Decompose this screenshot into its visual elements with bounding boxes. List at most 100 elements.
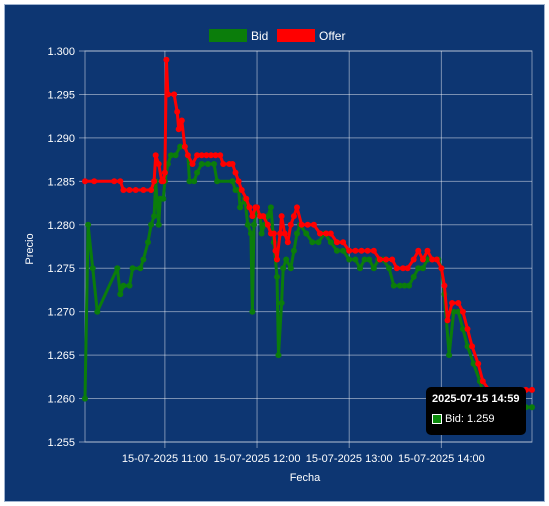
data-point-bid[interactable] bbox=[415, 265, 422, 272]
data-point-bid[interactable] bbox=[361, 256, 368, 263]
data-point-offer[interactable] bbox=[433, 256, 440, 263]
data-point-offer[interactable] bbox=[220, 161, 227, 167]
data-point-offer[interactable] bbox=[327, 230, 334, 237]
data-point-bid[interactable] bbox=[274, 273, 280, 280]
data-point-offer[interactable] bbox=[117, 178, 124, 185]
data-point-offer[interactable] bbox=[235, 178, 242, 185]
data-point-bid[interactable] bbox=[140, 256, 147, 263]
data-point-offer[interactable] bbox=[449, 300, 456, 306]
data-point-offer[interactable] bbox=[400, 265, 406, 272]
legend-bid-label[interactable]: Bid bbox=[251, 29, 268, 43]
data-point-offer[interactable] bbox=[284, 239, 291, 246]
data-point-offer[interactable] bbox=[132, 187, 139, 193]
data-point-bid[interactable] bbox=[264, 213, 271, 220]
data-point-bid[interactable] bbox=[280, 265, 287, 272]
data-point-offer[interactable] bbox=[455, 300, 462, 306]
data-point-offer[interactable] bbox=[184, 152, 191, 159]
data-point-bid[interactable] bbox=[396, 282, 403, 289]
data-point-bid[interactable] bbox=[340, 247, 347, 254]
legend-bid-swatch[interactable] bbox=[209, 29, 247, 42]
data-point-offer[interactable] bbox=[212, 152, 219, 159]
data-point-bid[interactable] bbox=[251, 221, 257, 228]
data-point-bid[interactable] bbox=[168, 152, 174, 159]
data-point-bid[interactable] bbox=[406, 282, 413, 289]
data-point-bid[interactable] bbox=[211, 161, 217, 167]
data-point-offer[interactable] bbox=[383, 256, 390, 263]
data-point-offer[interactable] bbox=[254, 204, 260, 211]
legend[interactable]: Bid Offer bbox=[209, 29, 345, 43]
data-point-offer[interactable] bbox=[203, 152, 210, 159]
data-point-offer[interactable] bbox=[376, 256, 383, 263]
data-point-offer[interactable] bbox=[370, 247, 377, 254]
data-point-bid[interactable] bbox=[283, 256, 290, 263]
data-point-bid[interactable] bbox=[446, 352, 453, 359]
data-point-offer[interactable] bbox=[160, 178, 167, 185]
data-point-bid[interactable] bbox=[352, 256, 359, 263]
data-point-offer[interactable] bbox=[260, 213, 267, 220]
data-point-offer[interactable] bbox=[198, 152, 205, 159]
data-point-bid[interactable] bbox=[357, 265, 363, 272]
data-point-offer[interactable] bbox=[164, 91, 171, 98]
data-point-bid[interactable] bbox=[94, 308, 101, 315]
data-point-offer[interactable] bbox=[323, 230, 330, 237]
data-point-offer[interactable] bbox=[208, 152, 214, 159]
data-point-bid[interactable] bbox=[333, 247, 340, 254]
data-point-offer[interactable] bbox=[277, 230, 284, 237]
data-point-bid[interactable] bbox=[117, 291, 124, 298]
data-point-bid[interactable] bbox=[370, 265, 377, 272]
data-point-bid[interactable] bbox=[172, 152, 179, 159]
data-point-offer[interactable] bbox=[317, 230, 323, 237]
data-point-offer[interactable] bbox=[281, 230, 288, 237]
data-point-bid[interactable] bbox=[237, 204, 244, 211]
data-point-bid[interactable] bbox=[137, 265, 144, 272]
data-point-bid[interactable] bbox=[89, 265, 96, 272]
data-point-bid[interactable] bbox=[287, 265, 294, 272]
data-point-offer[interactable] bbox=[410, 256, 417, 263]
data-point-offer[interactable] bbox=[232, 169, 239, 176]
data-point-offer[interactable] bbox=[424, 247, 431, 254]
data-point-bid[interactable] bbox=[129, 265, 136, 272]
data-point-bid[interactable] bbox=[419, 265, 426, 272]
data-point-bid[interactable] bbox=[459, 326, 466, 332]
data-point-offer[interactable] bbox=[243, 195, 250, 202]
data-point-bid[interactable] bbox=[244, 221, 251, 228]
data-point-bid[interactable] bbox=[177, 143, 184, 150]
data-point-bid[interactable] bbox=[294, 230, 300, 237]
data-point-offer[interactable] bbox=[429, 256, 436, 263]
data-point-offer[interactable] bbox=[464, 326, 471, 332]
data-point-offer[interactable] bbox=[264, 221, 271, 228]
data-point-bid[interactable] bbox=[258, 230, 265, 237]
data-point-offer[interactable] bbox=[181, 143, 188, 150]
data-point-bid[interactable] bbox=[410, 273, 417, 280]
data-point-bid[interactable] bbox=[346, 256, 353, 263]
data-point-offer[interactable] bbox=[415, 247, 422, 254]
data-point-offer[interactable] bbox=[419, 256, 426, 263]
data-point-offer[interactable] bbox=[174, 108, 181, 115]
data-point-offer[interactable] bbox=[364, 247, 371, 254]
data-point-bid[interactable] bbox=[327, 239, 334, 246]
data-point-offer[interactable] bbox=[238, 187, 245, 193]
data-point-bid[interactable] bbox=[151, 213, 158, 220]
legend-offer-swatch[interactable] bbox=[277, 29, 315, 42]
data-point-offer[interactable] bbox=[194, 152, 201, 159]
data-point-offer[interactable] bbox=[152, 152, 159, 159]
data-point-offer[interactable] bbox=[459, 308, 466, 315]
data-point-bid[interactable] bbox=[186, 178, 193, 185]
data-point-bid[interactable] bbox=[401, 282, 408, 289]
data-point-offer[interactable] bbox=[290, 213, 297, 220]
data-point-offer[interactable] bbox=[171, 91, 178, 98]
data-point-offer[interactable] bbox=[249, 213, 256, 220]
data-point-bid[interactable] bbox=[191, 178, 198, 185]
data-point-bid[interactable] bbox=[145, 239, 151, 246]
data-point-bid[interactable] bbox=[529, 404, 535, 411]
data-point-bid[interactable] bbox=[315, 239, 322, 246]
data-point-offer[interactable] bbox=[444, 317, 451, 324]
data-point-offer[interactable] bbox=[310, 221, 317, 228]
data-point-offer[interactable] bbox=[161, 169, 168, 176]
data-point-bid[interactable] bbox=[82, 395, 88, 402]
data-point-offer[interactable] bbox=[140, 187, 147, 193]
data-point-offer[interactable] bbox=[358, 247, 365, 254]
data-point-bid[interactable] bbox=[249, 308, 256, 315]
data-point-bid[interactable] bbox=[155, 221, 162, 228]
data-point-offer[interactable] bbox=[469, 343, 476, 350]
